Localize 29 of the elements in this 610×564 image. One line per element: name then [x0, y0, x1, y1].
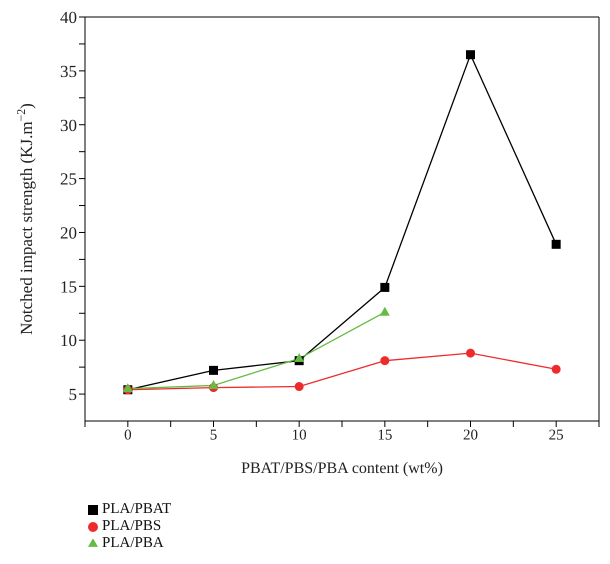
- legend-label: PLA/PBAT: [102, 501, 172, 517]
- y-tick-label: 5: [68, 385, 77, 404]
- x-axis-title: PBAT/PBS/PBA content (wt%): [241, 460, 443, 477]
- y-tick-label: 40: [60, 8, 77, 28]
- x-tick-label: 20: [463, 428, 478, 444]
- y-tick-label: 30: [60, 116, 77, 135]
- point: [466, 348, 475, 358]
- point: [380, 306, 390, 316]
- x-tick-label: 25: [548, 428, 564, 444]
- x-tick-label: 15: [377, 428, 392, 444]
- point: [380, 356, 390, 366]
- y-tick-label: 35: [60, 62, 77, 81]
- point: [208, 380, 218, 389]
- legend-label: PLA/PBS: [102, 518, 162, 534]
- point: [294, 382, 304, 392]
- y-tick-label: 25: [60, 170, 77, 189]
- point: [209, 366, 218, 375]
- x-tick-label: 0: [124, 428, 132, 444]
- y-tick-label: 20: [60, 224, 77, 242]
- x-tick-label: 5: [210, 428, 218, 444]
- point: [552, 240, 561, 249]
- x-tick-label: 10: [292, 428, 307, 444]
- legend-label: PLA/PBA: [102, 535, 164, 551]
- point: [294, 353, 304, 362]
- y-tick-label: 15: [60, 277, 77, 296]
- point: [380, 282, 390, 292]
- point: [552, 364, 561, 374]
- point: [466, 50, 475, 60]
- y-tick-label: 10: [60, 331, 77, 350]
